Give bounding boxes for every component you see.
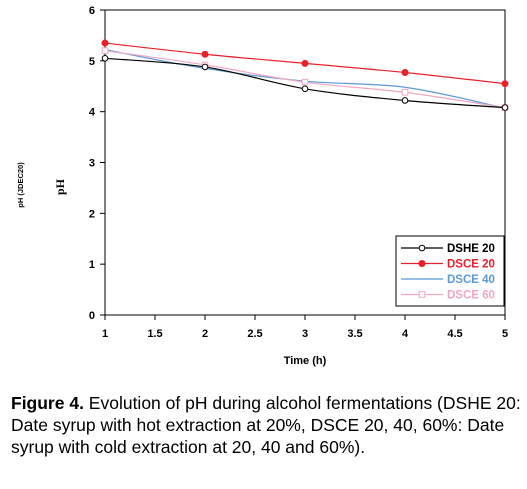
data-point <box>401 69 409 77</box>
data-point <box>501 104 509 111</box>
caption-label: Figure 4. <box>11 393 84 413</box>
legend-marker <box>418 260 426 267</box>
data-point <box>201 63 209 71</box>
x-axis-label: Time (h) <box>284 355 327 367</box>
data-point <box>401 89 409 96</box>
y-axis-label: pH <box>53 178 67 195</box>
figure-caption: Figure 4. Evolution of pH during alcohol… <box>11 392 521 458</box>
legend-label: DSHE 20 <box>447 243 495 255</box>
y-axis-label-small: pH (JDEC20) <box>16 162 25 208</box>
legend-marker <box>418 291 426 298</box>
legend-label: DSCE 40 <box>447 274 495 286</box>
data-point <box>301 78 309 86</box>
legend: DSHE 20 DSCE 20 DSCE 40 DSCE 60 <box>395 235 505 307</box>
legend-marker <box>418 244 426 252</box>
data-point <box>301 59 309 67</box>
y-tick-label: 1 <box>89 259 95 271</box>
series-lines <box>101 39 509 111</box>
data-point <box>501 80 509 88</box>
x-tick-label: 3.5 <box>347 328 362 340</box>
y-tick-label: 4 <box>89 107 96 119</box>
data-point <box>101 39 109 47</box>
data-point <box>401 97 409 104</box>
axes <box>100 9 506 320</box>
y-tick-label: 6 <box>89 5 95 17</box>
x-tick-label: 2.5 <box>247 328 262 340</box>
y-tick-label: 3 <box>89 158 95 170</box>
x-tick-label: 1 <box>102 328 108 340</box>
y-tick-label: 2 <box>89 208 95 220</box>
data-point <box>101 47 109 54</box>
x-tick-label: 4.5 <box>447 328 462 340</box>
x-tick-label: 2 <box>202 328 208 340</box>
caption-text: Evolution of pH during alcohol fermentat… <box>11 393 521 457</box>
data-point <box>201 50 209 58</box>
x-tick-label: 5 <box>502 328 508 340</box>
data-point <box>101 54 109 62</box>
y-tick-label: 0 <box>89 310 95 322</box>
x-tick-label: 1.5 <box>147 328 162 340</box>
legend-label: DSCE 60 <box>447 290 495 302</box>
x-tick-label: 4 <box>402 328 409 340</box>
data-point <box>301 85 309 93</box>
legend-label: DSCE 20 <box>447 259 495 271</box>
x-tick-label: 3 <box>302 328 308 340</box>
y-tick-label: 5 <box>89 56 95 68</box>
